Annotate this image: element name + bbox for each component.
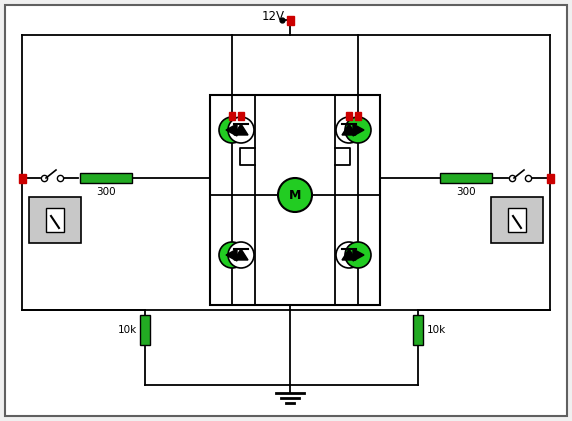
Polygon shape xyxy=(342,124,356,135)
Bar xyxy=(238,112,244,120)
Circle shape xyxy=(228,242,254,268)
Polygon shape xyxy=(226,124,237,136)
Polygon shape xyxy=(353,249,364,261)
Polygon shape xyxy=(226,249,237,261)
Polygon shape xyxy=(342,249,356,260)
Circle shape xyxy=(228,117,254,143)
Text: 12V: 12V xyxy=(262,10,285,22)
Bar xyxy=(440,173,492,183)
Bar xyxy=(80,173,132,183)
Circle shape xyxy=(345,242,371,268)
Bar xyxy=(508,208,526,232)
Text: M: M xyxy=(289,189,301,202)
Circle shape xyxy=(219,117,245,143)
Bar xyxy=(413,315,423,345)
Text: 300: 300 xyxy=(456,187,476,197)
Bar xyxy=(491,197,543,243)
Bar xyxy=(210,95,380,305)
Bar xyxy=(29,197,81,243)
Bar xyxy=(229,112,235,120)
Text: 10k: 10k xyxy=(426,325,446,335)
Bar xyxy=(18,173,26,182)
Circle shape xyxy=(336,117,362,143)
Polygon shape xyxy=(234,124,248,135)
Polygon shape xyxy=(234,249,248,260)
Bar xyxy=(287,16,293,24)
Bar xyxy=(46,208,64,232)
Text: 300: 300 xyxy=(96,187,116,197)
Bar xyxy=(546,173,554,182)
Circle shape xyxy=(336,242,362,268)
Circle shape xyxy=(219,242,245,268)
Bar xyxy=(355,112,361,120)
Circle shape xyxy=(345,117,371,143)
Bar xyxy=(140,315,150,345)
Text: 10k: 10k xyxy=(117,325,137,335)
Polygon shape xyxy=(353,124,364,136)
Bar xyxy=(346,112,352,120)
Circle shape xyxy=(278,178,312,212)
